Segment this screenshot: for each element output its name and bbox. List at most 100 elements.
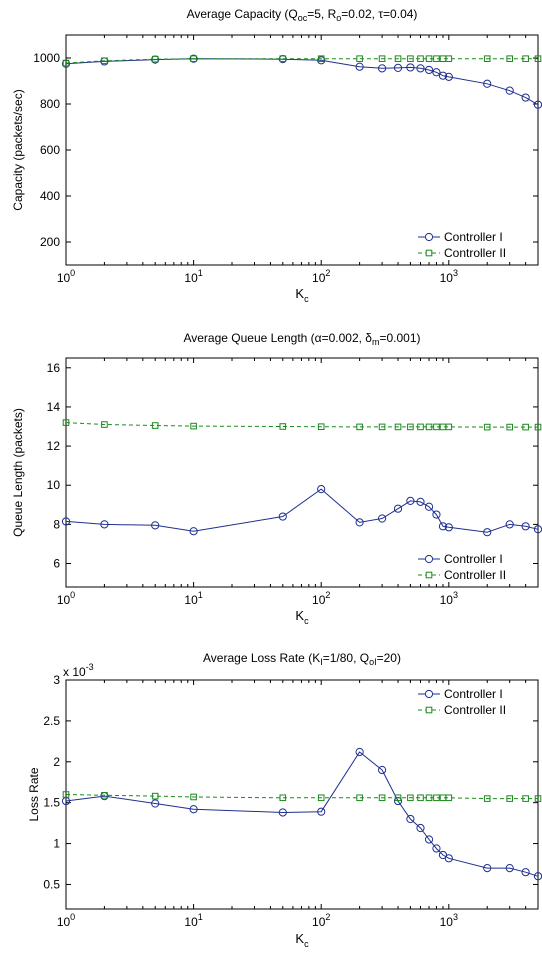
plot-frame — [65, 357, 539, 588]
x-tick-exponent: 2 — [325, 590, 330, 600]
data-point-circle — [317, 807, 326, 816]
data-point-circle — [393, 63, 403, 72]
data-point-square — [317, 55, 325, 62]
y-axis-label: Queue Length (packets) — [11, 408, 25, 537]
x-label-main: K — [295, 931, 304, 946]
subscript: o — [336, 13, 341, 23]
data-point-circle — [505, 86, 514, 95]
y-tick-label: 14 — [47, 400, 61, 414]
chart-title: Average Queue Length (α=0.002, δm=0.001) — [183, 331, 420, 347]
x-tick-base: 10 — [57, 271, 71, 285]
series-line-1 — [65, 488, 539, 533]
data-point-square — [534, 55, 542, 62]
data-point-square — [425, 794, 433, 802]
data-point-square — [445, 423, 453, 431]
data-point-circle — [151, 799, 160, 808]
series-line-2 — [65, 794, 538, 800]
data-point-circle — [406, 496, 415, 505]
data-point-square — [101, 421, 108, 428]
x-tick-base: 10 — [440, 593, 454, 607]
data-point-square — [101, 792, 108, 799]
y-tick-label: 6 — [53, 557, 60, 571]
legend-marker-square — [425, 571, 433, 579]
subscript: oI — [369, 657, 377, 667]
x-tick-label: 100 — [57, 268, 75, 285]
data-point-circle — [377, 64, 387, 73]
y-tick-label: 200 — [40, 235, 60, 249]
data-point-square — [190, 55, 197, 62]
x-tick-exponent: 3 — [453, 912, 458, 922]
data-point-circle — [521, 868, 530, 877]
x-tick-label: 100 — [57, 590, 75, 607]
y-tick-label: 1000 — [33, 51, 60, 65]
data-point-square — [433, 794, 440, 802]
legend-label: Controller I — [444, 687, 503, 701]
legend-marker-square — [425, 249, 433, 257]
data-point-square — [522, 55, 529, 62]
data-point-square — [417, 794, 424, 802]
data-point-circle — [189, 805, 198, 814]
data-point-circle — [189, 527, 198, 536]
x-tick-base: 10 — [440, 271, 454, 285]
x-tick-exponent: 0 — [70, 268, 75, 278]
x-tick-exponent: 2 — [325, 912, 330, 922]
x-tick-label: 102 — [312, 912, 330, 929]
chart-title: Average Capacity (Qoc=5, Ro=0.02, τ=0.04… — [187, 7, 418, 23]
data-point-square — [483, 795, 491, 802]
x-tick-exponent: 1 — [198, 590, 203, 600]
data-point-square — [378, 423, 386, 431]
y-tick-label: 1 — [53, 837, 60, 851]
data-point-square — [394, 55, 402, 62]
data-point-square — [279, 55, 287, 62]
x-tick-exponent: 0 — [70, 590, 75, 600]
data-point-square — [378, 794, 386, 802]
data-point-square — [483, 55, 491, 62]
y-tick-label: 2 — [53, 755, 60, 769]
data-point-square — [407, 794, 414, 802]
x-tick-label: 101 — [184, 268, 202, 285]
subscript: I — [320, 657, 323, 667]
text-run: =20) — [377, 651, 401, 665]
data-point-square — [356, 423, 363, 431]
x-tick-base: 10 — [57, 915, 71, 929]
legend-label: Controller II — [444, 703, 506, 717]
x-axis-label: Kc — [295, 931, 309, 949]
legend-label: Controller I — [444, 230, 503, 244]
subscript: m — [372, 337, 380, 347]
data-point-circle — [432, 844, 441, 853]
x-tick-base: 10 — [312, 271, 326, 285]
data-point-square — [506, 795, 513, 802]
data-point-square — [317, 794, 325, 802]
series-line-2 — [65, 58, 538, 64]
data-point-square — [417, 423, 424, 431]
data-point-square — [62, 419, 70, 426]
data-point-square — [425, 423, 433, 431]
y-tick-label: 400 — [40, 189, 60, 203]
series-line-1 — [65, 751, 539, 877]
text-run: Average Queue Length (α=0.002, δ — [183, 331, 372, 345]
data-point-square — [445, 55, 453, 62]
data-point-circle — [505, 520, 514, 529]
x-label-main: K — [295, 608, 304, 623]
x-tick-base: 10 — [184, 271, 198, 285]
y-multiplier: x 10-3 — [63, 662, 94, 679]
x-tick-base: 10 — [57, 593, 71, 607]
series-line-1 — [65, 58, 539, 106]
x-tick-label: 100 — [57, 912, 75, 929]
x-tick-label: 103 — [440, 268, 458, 285]
data-point-square — [522, 423, 529, 431]
data-point-square — [534, 423, 542, 431]
text-run: Average Capacity (Q — [187, 7, 298, 21]
data-point-square — [101, 57, 108, 65]
y-tick-label: 8 — [53, 517, 60, 531]
y-axis-label: Capacity (packets/sec) — [11, 89, 25, 210]
legend-label: Controller I — [444, 552, 503, 566]
data-point-circle — [521, 522, 530, 531]
data-point-circle — [444, 523, 453, 532]
series-line-2 — [65, 422, 538, 428]
data-point-square — [62, 59, 70, 67]
y-tick-label: 2.5 — [43, 714, 60, 728]
text-run: =1/80, Q — [323, 651, 369, 665]
legend-marker-circle — [424, 689, 434, 699]
data-point-square — [522, 795, 529, 802]
